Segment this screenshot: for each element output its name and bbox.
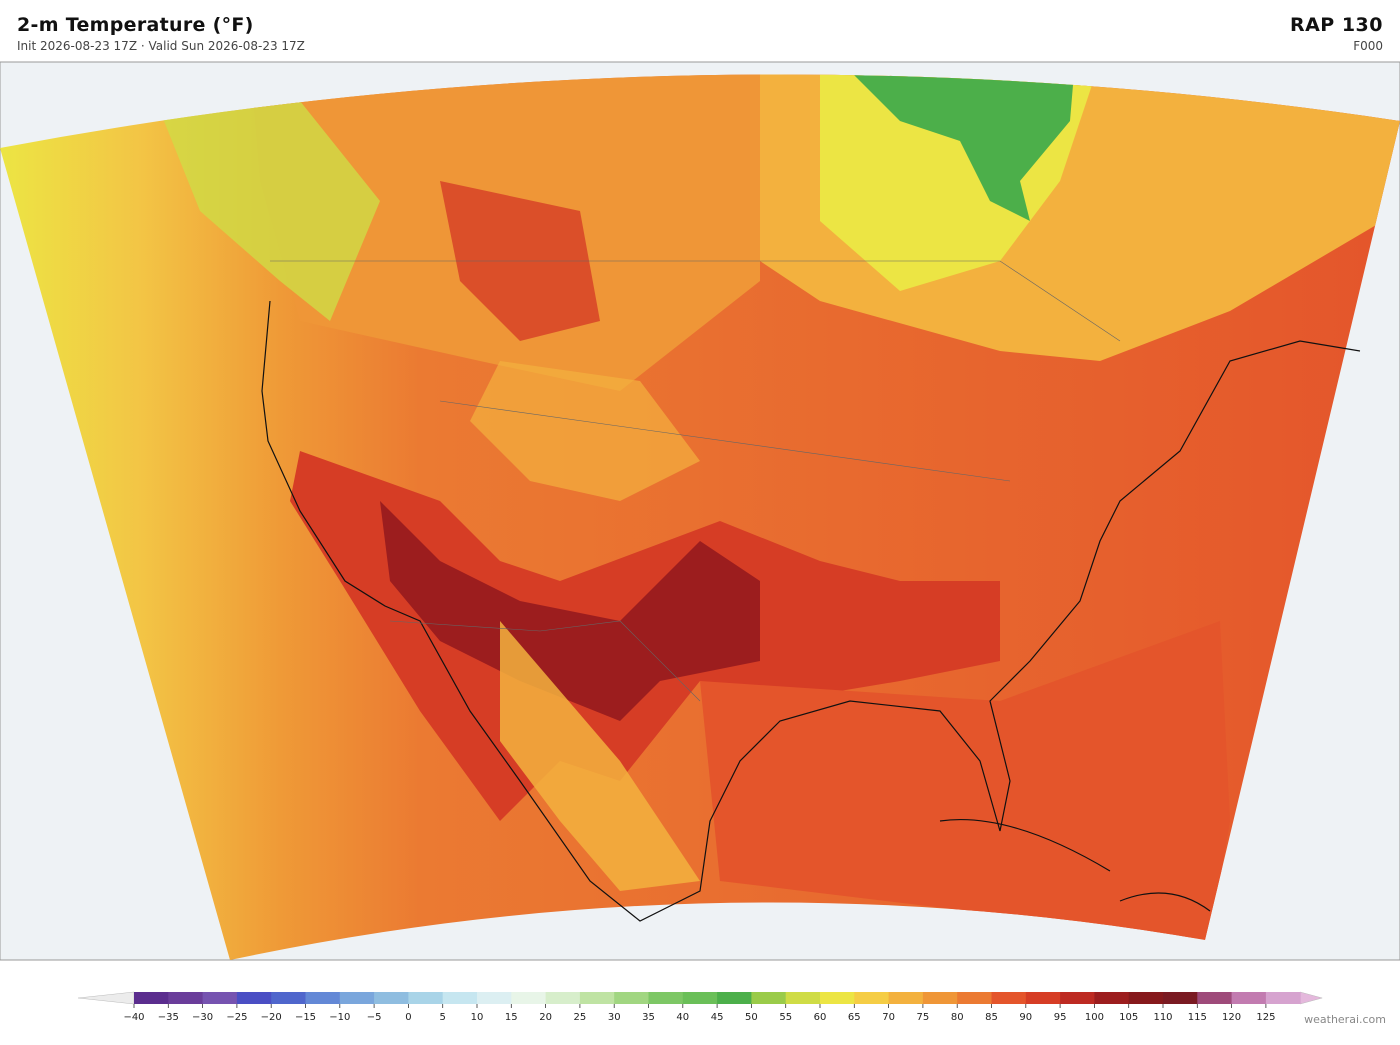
colorbar-tick-label: −30 (192, 1012, 213, 1023)
colorbar-segment (477, 992, 512, 1004)
model-name: RAP 130 (1289, 14, 1383, 36)
colorbar-segment (236, 992, 272, 1004)
colorbar-segment (202, 992, 238, 1004)
colorbar-segment (1025, 992, 1061, 1004)
colorbar-segment (511, 992, 547, 1004)
colorbar-tick-label: 85 (985, 1012, 998, 1023)
map (0, 61, 1400, 961)
colorbar-segment (134, 992, 169, 1004)
colorbar-tick-label: 60 (814, 1012, 827, 1023)
colorbar-tick-label: 70 (882, 1012, 895, 1023)
colorbar-segment (717, 992, 752, 1004)
colorbar-tick-label: 25 (574, 1012, 587, 1023)
colorbar-segment (374, 992, 409, 1004)
colorbar-tick-label: 75 (917, 1012, 930, 1023)
colorbar-tick-label: 115 (1188, 1012, 1207, 1023)
colorbar-tick-label: −20 (261, 1012, 282, 1023)
forecast-hour: F000 (1353, 39, 1383, 53)
credit: weatherai.com (1304, 1013, 1386, 1026)
colorbar-segment (922, 992, 958, 1004)
colorbar-tick-label: 125 (1256, 1012, 1275, 1023)
colorbar-tick-label: 30 (608, 1012, 621, 1023)
colorbar-tick-label: −25 (226, 1012, 247, 1023)
colorbar-segment (579, 992, 615, 1004)
colorbar-tick-label: 15 (505, 1012, 518, 1023)
run-info: Init 2026-08-23 17Z · Valid Sun 2026-08-… (17, 39, 305, 53)
colorbar-tick-label: 10 (471, 1012, 484, 1023)
colorbar-segment (957, 992, 992, 1004)
colorbar-segment (545, 992, 581, 1004)
colorbar-segment (682, 992, 718, 1004)
colorbar-tick-label: 55 (779, 1012, 792, 1023)
colorbar-segment (648, 992, 684, 1004)
colorbar-segment (305, 992, 341, 1004)
colorbar-segment (991, 992, 1027, 1004)
colorbar-tick-label: −5 (367, 1012, 382, 1023)
colorbar-tick-label: 95 (1054, 1012, 1067, 1023)
colorbar-tick-label: −35 (158, 1012, 179, 1023)
colorbar: −40 −35 −30 −25 −20 −15 −10 −5 0 5 10 15 20 25 30 35 40 4… (77, 991, 1324, 1023)
colorbar-tick-label: 5 (440, 1012, 446, 1023)
colorbar-segment (271, 992, 306, 1004)
colorbar-segment (408, 992, 444, 1004)
colorbar-tick-label: 0 (405, 1012, 411, 1023)
colorbar-tick-label: 120 (1222, 1012, 1241, 1023)
colorbar-segment (1094, 992, 1130, 1004)
colorbar-segment (785, 992, 821, 1004)
colorbar-segment (442, 992, 478, 1004)
colorbar-segment (339, 992, 375, 1004)
borders (270, 260, 1121, 702)
colorbar-segment (1128, 992, 1164, 1004)
colorbar-segment (1265, 992, 1301, 1004)
temperature-field (0, 74, 1400, 960)
map-title: 2-m Temperature (°F) (17, 14, 254, 36)
colorbar-segment (820, 992, 855, 1004)
colorbar-extend-high (1299, 991, 1324, 1005)
colorbar-tick-label: 45 (711, 1012, 724, 1023)
colorbar-tick-label: 40 (676, 1012, 689, 1023)
colorbar-segment (888, 992, 924, 1004)
colorbar-tick-label: 110 (1153, 1012, 1172, 1023)
colorbar-segment (854, 992, 890, 1004)
colorbar-tick-label: 100 (1085, 1012, 1104, 1023)
colorbar-tick-label: 20 (539, 1012, 552, 1023)
colorbar-tick-label: 80 (951, 1012, 964, 1023)
colorbar-segment (1060, 992, 1095, 1004)
colorbar-tick-label: 65 (848, 1012, 861, 1023)
colorbar-segment (1197, 992, 1233, 1004)
coastlines (261, 300, 1361, 922)
colorbar-segment (1163, 992, 1198, 1004)
colorbar-tick-label: −15 (295, 1012, 316, 1023)
colorbar-segment (1231, 992, 1267, 1004)
colorbar-tick-label: −40 (123, 1012, 144, 1023)
colorbar-tick-label: 50 (745, 1012, 758, 1023)
colorbar-segment (614, 992, 649, 1004)
colorbar-extend-low (77, 991, 135, 1005)
colorbar-segment (751, 992, 787, 1004)
colorbar-tick-label: 90 (1019, 1012, 1032, 1023)
colorbar-tick-label: −10 (329, 1012, 350, 1023)
colorbar-segment (168, 992, 204, 1004)
colorbar-tick-label: 105 (1119, 1012, 1138, 1023)
colorbar-tick-label: 35 (642, 1012, 655, 1023)
